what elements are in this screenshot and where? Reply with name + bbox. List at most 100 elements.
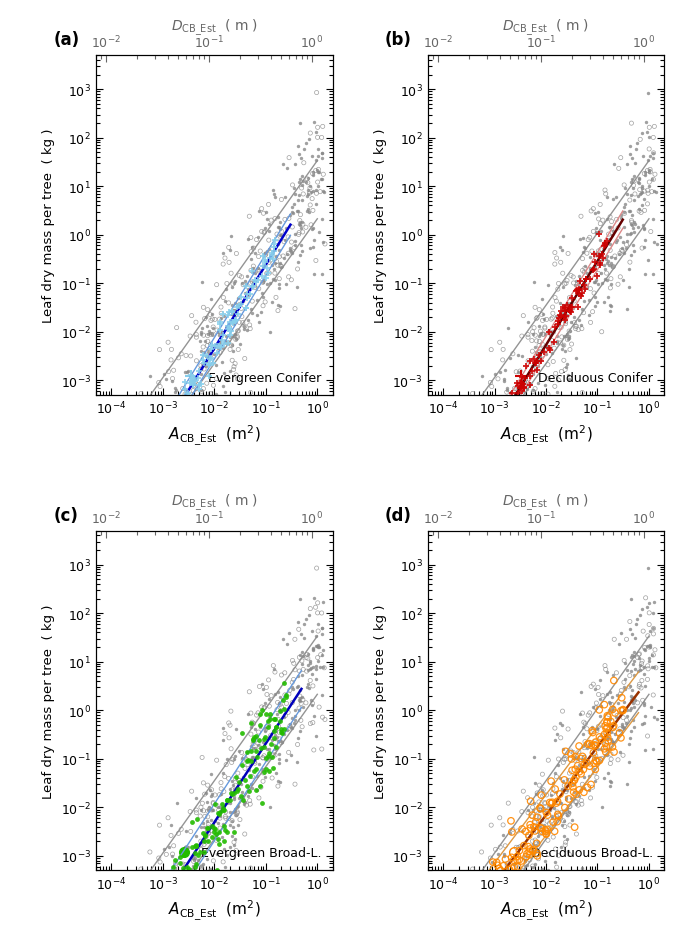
Point bbox=[542, 339, 553, 354]
Point bbox=[145, 844, 155, 859]
Point bbox=[227, 338, 238, 353]
Point bbox=[606, 259, 617, 274]
Point bbox=[591, 269, 602, 284]
Point bbox=[532, 829, 543, 844]
Point bbox=[648, 152, 659, 167]
Point bbox=[307, 192, 318, 207]
Point bbox=[269, 190, 280, 205]
Point bbox=[284, 626, 295, 641]
Point bbox=[299, 617, 310, 632]
Point bbox=[580, 757, 590, 772]
Point bbox=[546, 325, 557, 340]
Point bbox=[560, 790, 571, 805]
Point bbox=[225, 785, 236, 800]
Point bbox=[203, 342, 214, 357]
Point bbox=[649, 184, 660, 199]
Point bbox=[270, 719, 281, 734]
Point bbox=[571, 274, 582, 289]
Point bbox=[284, 212, 295, 227]
Point bbox=[273, 237, 284, 252]
Point bbox=[300, 137, 311, 152]
Point bbox=[589, 774, 600, 789]
Point bbox=[293, 147, 304, 162]
Point bbox=[628, 645, 639, 660]
Point bbox=[154, 818, 165, 833]
Point bbox=[312, 142, 323, 157]
Point bbox=[273, 243, 284, 258]
Point bbox=[642, 729, 653, 744]
Point bbox=[644, 640, 655, 655]
Point bbox=[206, 782, 217, 797]
Point bbox=[259, 695, 270, 710]
Point bbox=[530, 362, 541, 377]
Point bbox=[199, 312, 210, 327]
Point bbox=[612, 277, 623, 292]
Point bbox=[621, 713, 632, 728]
Point bbox=[512, 857, 523, 872]
Point bbox=[527, 858, 538, 873]
Point bbox=[314, 185, 325, 200]
Point bbox=[293, 227, 304, 242]
Point bbox=[206, 307, 217, 322]
Point bbox=[181, 348, 192, 363]
Point bbox=[624, 194, 635, 209]
Point bbox=[236, 784, 247, 799]
Point bbox=[274, 752, 285, 767]
Point bbox=[585, 724, 596, 739]
Point bbox=[289, 632, 300, 647]
Point bbox=[307, 222, 318, 237]
Point bbox=[521, 849, 532, 864]
Point bbox=[625, 147, 636, 162]
Point bbox=[634, 176, 645, 191]
Point bbox=[610, 726, 621, 741]
X-axis label: $\mathit{A}_{\rm CB\_Est}$  (m$^2$): $\mathit{A}_{\rm CB\_Est}$ (m$^2$) bbox=[499, 898, 593, 921]
Point bbox=[548, 335, 559, 350]
Point bbox=[530, 815, 540, 830]
Point bbox=[530, 820, 541, 835]
Point bbox=[621, 301, 632, 316]
Point bbox=[275, 697, 286, 712]
Point bbox=[245, 777, 256, 792]
Point bbox=[257, 286, 268, 301]
Point bbox=[604, 304, 615, 319]
Point bbox=[552, 283, 563, 298]
Point bbox=[605, 221, 616, 236]
Point bbox=[508, 822, 519, 837]
Point bbox=[571, 761, 582, 776]
Point bbox=[200, 824, 211, 839]
Point bbox=[605, 685, 616, 700]
Point bbox=[615, 745, 626, 760]
Point bbox=[630, 663, 640, 678]
Point bbox=[275, 704, 286, 719]
Point bbox=[190, 315, 201, 330]
Point bbox=[523, 828, 534, 843]
Point bbox=[233, 307, 244, 322]
Point bbox=[520, 379, 531, 394]
Point bbox=[229, 276, 240, 291]
Point bbox=[634, 204, 645, 219]
Point bbox=[207, 787, 218, 802]
Point bbox=[230, 273, 241, 288]
Point bbox=[595, 730, 606, 745]
Point bbox=[608, 745, 619, 760]
Point bbox=[574, 757, 585, 772]
Point bbox=[551, 860, 562, 875]
Point bbox=[525, 378, 536, 393]
Point bbox=[547, 306, 558, 321]
Point bbox=[640, 116, 651, 131]
Point bbox=[245, 739, 256, 753]
Point bbox=[223, 771, 234, 786]
Point bbox=[218, 308, 229, 323]
Point bbox=[237, 791, 248, 806]
Point bbox=[278, 252, 289, 267]
Point bbox=[268, 748, 279, 763]
Point bbox=[268, 238, 279, 253]
Point bbox=[295, 689, 306, 704]
Point bbox=[260, 730, 271, 745]
Point bbox=[256, 305, 266, 320]
Point bbox=[562, 297, 573, 312]
Point bbox=[603, 695, 614, 710]
Point bbox=[225, 741, 236, 756]
Point bbox=[308, 233, 319, 248]
Point bbox=[286, 273, 297, 288]
